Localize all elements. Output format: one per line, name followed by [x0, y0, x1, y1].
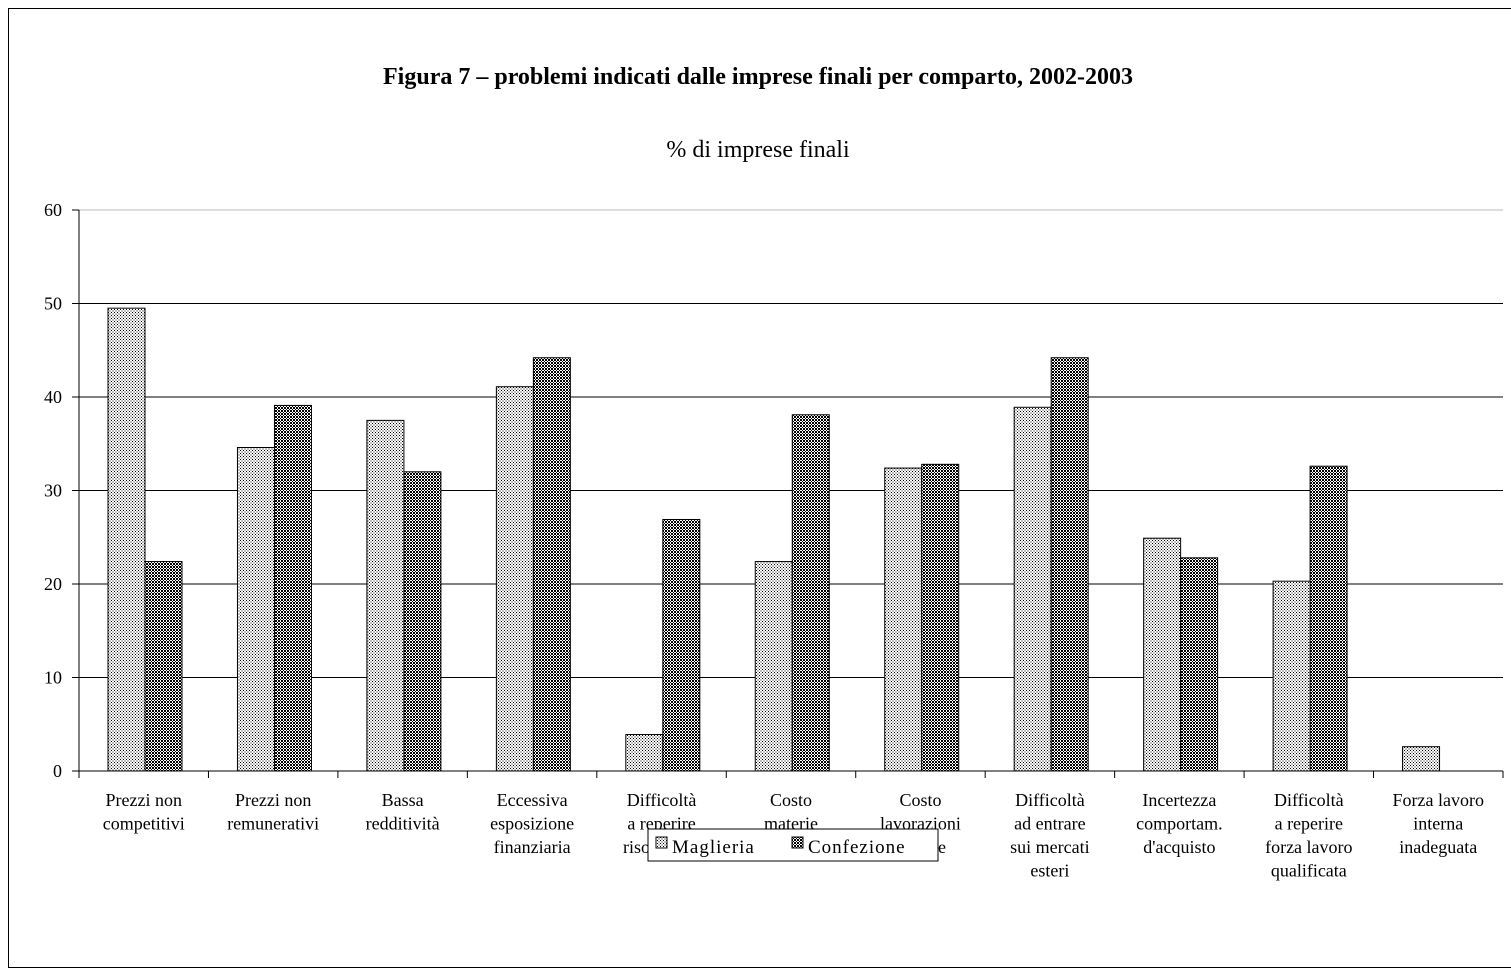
chart-title: Figura 7 – problemi indicati dalle impre… [383, 64, 1133, 90]
bar-maglieria [1013, 406, 1052, 772]
category-label: Prezzi non remunerativi [227, 790, 319, 834]
category-labels: Prezzi non competitivi Prezzi non remunerat… [103, 790, 1484, 881]
category-label: Eccessiva esposizione finanziaria [490, 790, 574, 857]
bar-maglieria [495, 386, 534, 772]
bar-maglieria [884, 467, 923, 772]
bar-confezione [1050, 357, 1089, 772]
bar-maglieria [1272, 580, 1311, 772]
y-tick-label: 20 [44, 574, 62, 594]
bar-maglieria [754, 561, 793, 772]
bar-confezione [662, 518, 701, 772]
chart-subtitle: % di imprese finali [666, 137, 850, 163]
legend-label-maglieria: Maglieria [672, 837, 755, 858]
category-label: Forza lavoro interna inadeguata [1393, 790, 1484, 857]
y-tick-label: 10 [44, 668, 62, 688]
legend: Maglieria Confezione [647, 828, 939, 862]
legend-swatch-maglieria [655, 836, 668, 849]
bar-confezione [1180, 557, 1219, 772]
bar-confezione [144, 561, 183, 772]
bar-maglieria [107, 307, 146, 772]
bar-confezione [791, 414, 830, 772]
y-tick-label: 50 [44, 294, 62, 314]
category-label: Incertezza comportam. d'acquisto [1136, 790, 1222, 857]
bar-maglieria [236, 446, 275, 772]
y-tick-label: 60 [44, 200, 62, 220]
category-label: Difficoltà a reperire forza lavoro qualific… [1265, 790, 1352, 881]
category-label: Bassa redditività [366, 790, 440, 834]
bars [107, 307, 1441, 772]
y-tick-label: 0 [53, 761, 62, 781]
bar-maglieria [625, 734, 664, 772]
y-tick-label: 40 [44, 387, 62, 407]
bar-confezione [403, 471, 442, 772]
bar-maglieria [1143, 537, 1182, 772]
axes: 0 10 20 30 40 50 60 [44, 200, 1504, 781]
y-tick-label: 30 [44, 481, 62, 501]
bar-confezione [921, 463, 960, 772]
category-label: Difficoltà ad entrare sui mercati esteri [1010, 790, 1089, 881]
bar-maglieria [1402, 746, 1441, 772]
legend-label-confezione: Confezione [808, 837, 906, 858]
bar-confezione [532, 357, 571, 772]
bar-confezione [273, 404, 312, 772]
legend-swatch-confezione [791, 836, 804, 849]
category-label: Prezzi non competitivi [103, 790, 185, 834]
bar-confezione [1309, 465, 1348, 772]
bar-maglieria [366, 419, 405, 772]
